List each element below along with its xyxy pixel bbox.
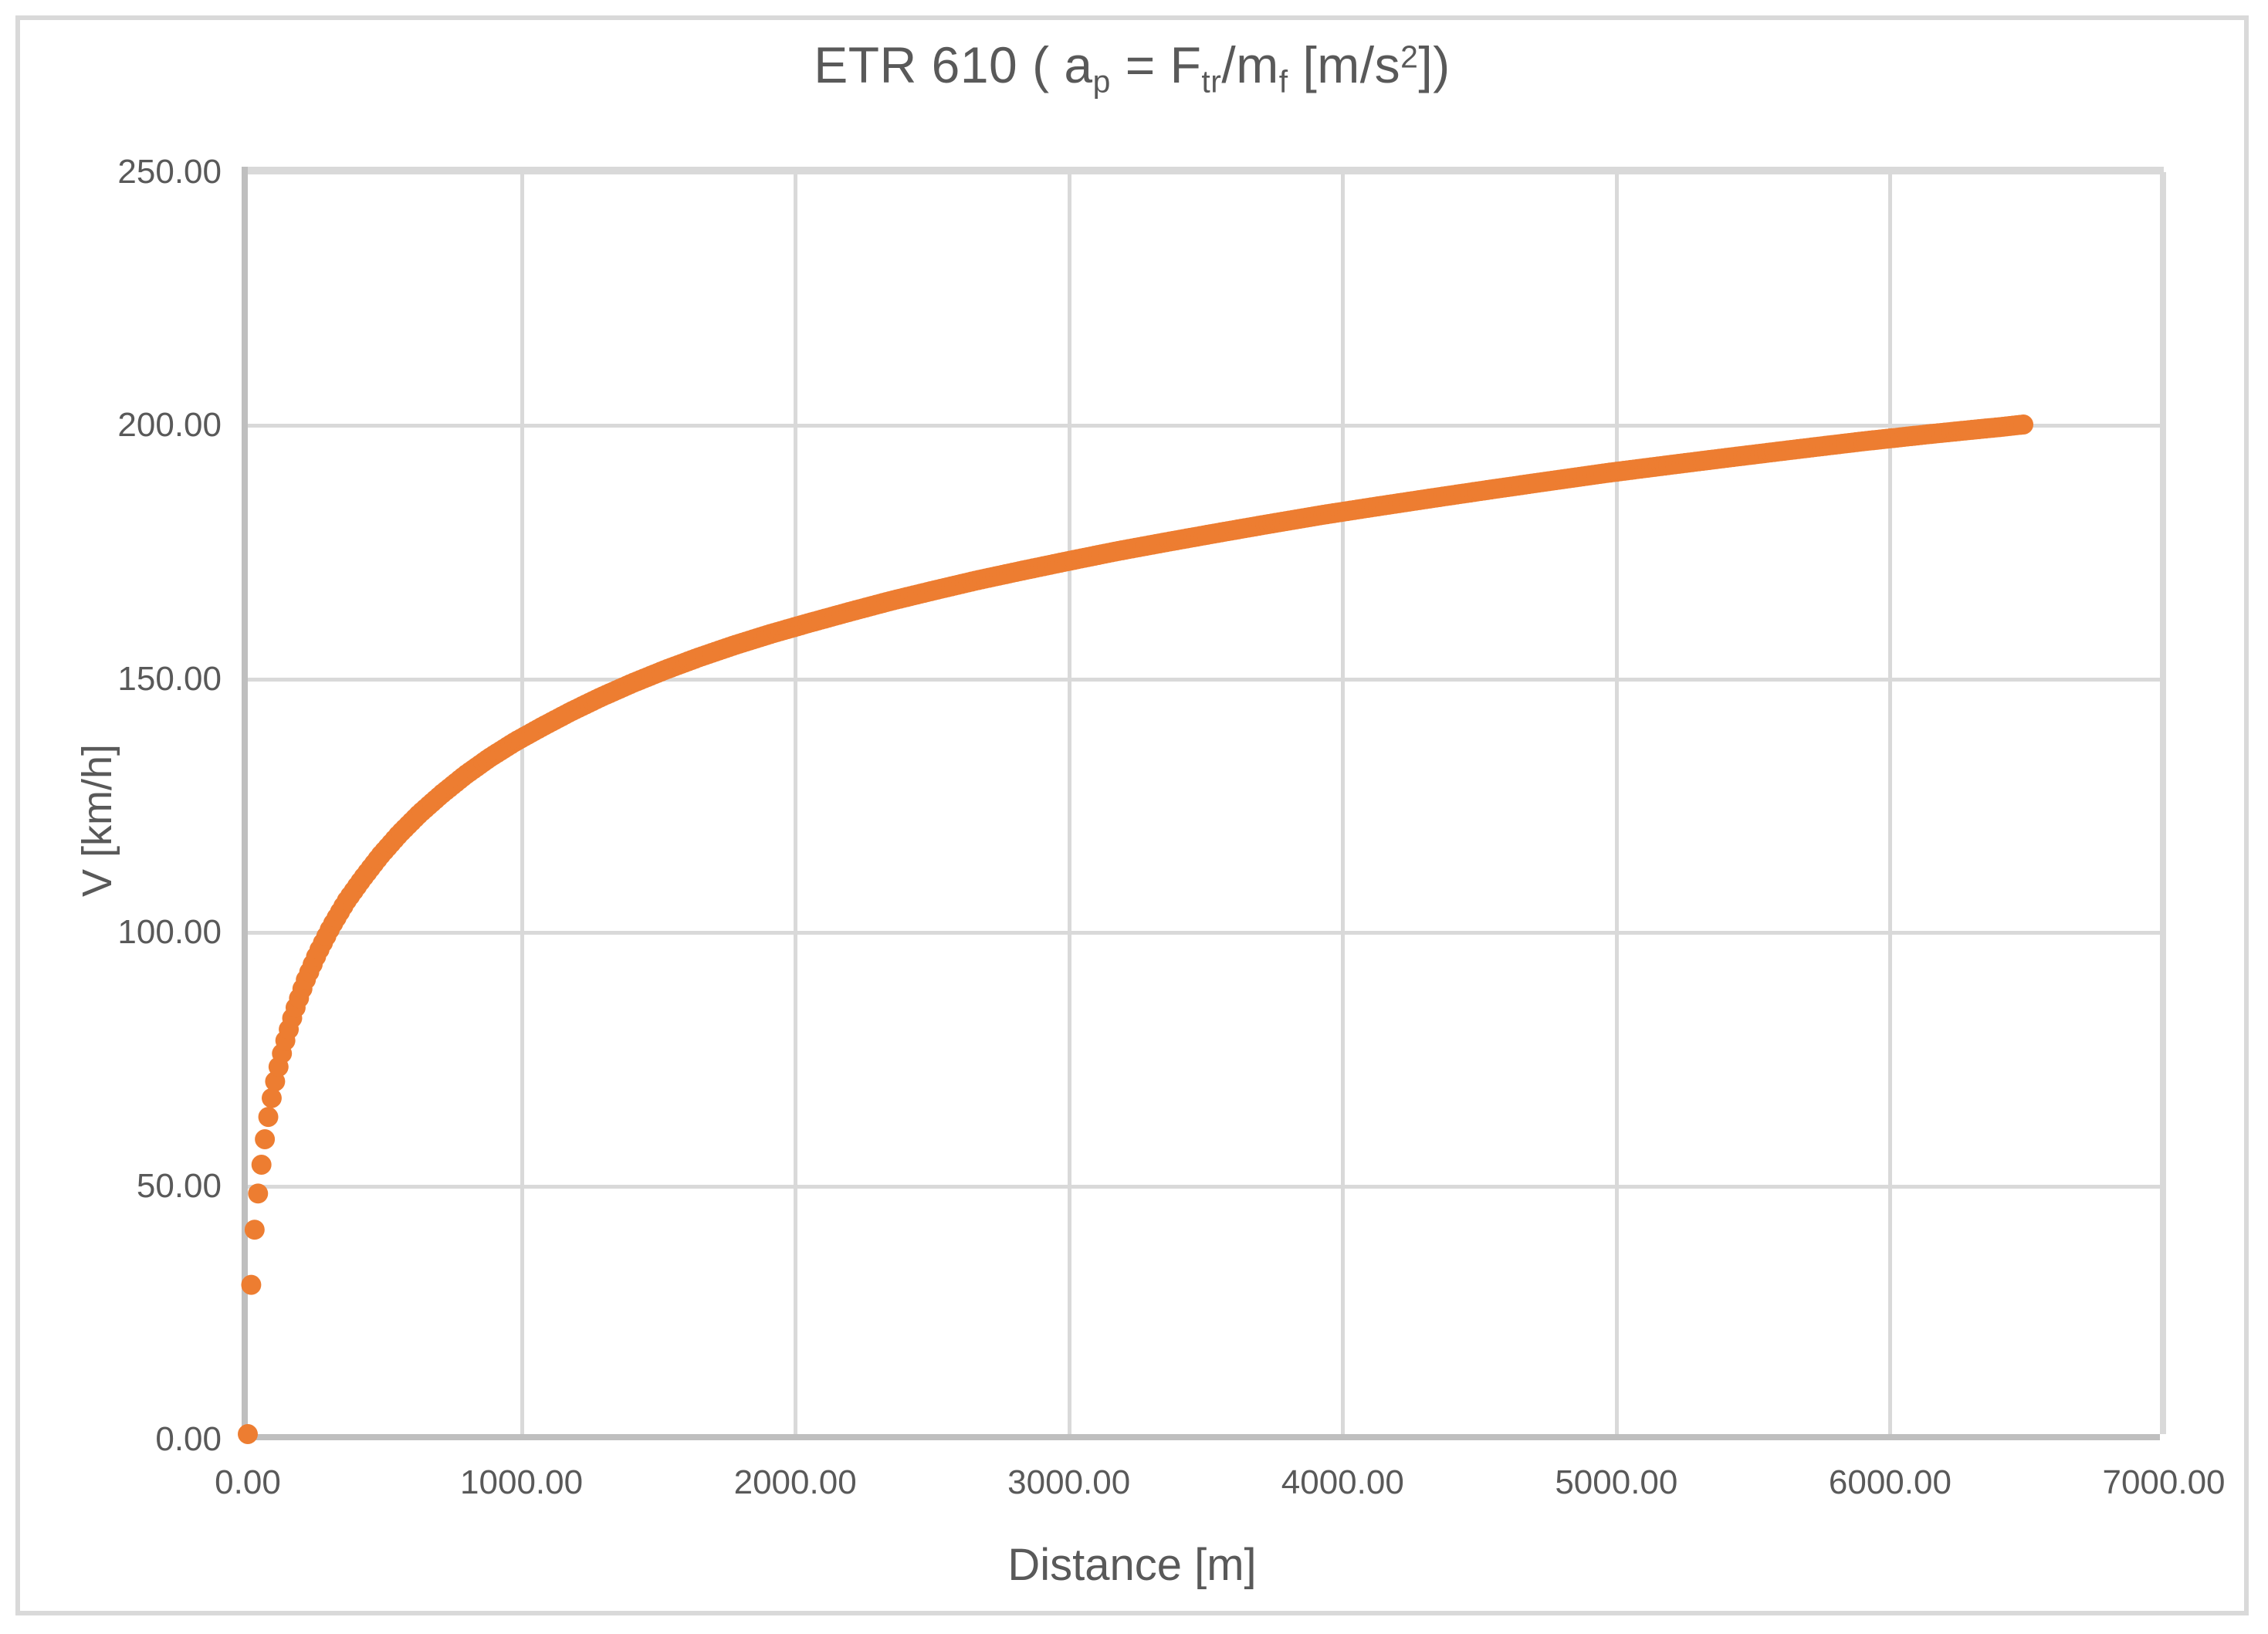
gridline-vertical	[2162, 172, 2166, 1434]
x-axis-tick-label: 1000.00	[460, 1463, 584, 1501]
chart-title-sub-tr: tr	[1201, 63, 1222, 100]
gridline-vertical	[1067, 172, 1071, 1434]
data-point-marker	[244, 1220, 265, 1240]
data-series-plot	[238, 414, 2034, 1444]
y-axis-title: V [km/h]	[74, 20, 120, 1620]
data-point-marker	[258, 1107, 279, 1128]
gridline-horizontal	[248, 1184, 2160, 1189]
plot-area: 0.00 50.00 100.00 150.00 200.00 250.00 0.00 10…	[117, 153, 2225, 1501]
x-axis-tick-label: 7000.00	[2102, 1463, 2226, 1501]
x-axis-tick-label: 3000.00	[1007, 1463, 1131, 1501]
data-point-marker	[261, 1088, 282, 1108]
data-point-marker	[251, 1155, 272, 1175]
x-axis-title-text: Distance [m]	[1007, 1540, 1257, 1590]
series-markers	[238, 414, 2034, 1444]
y-axis-tick-label: 50.00	[136, 1166, 222, 1205]
gridline-horizontal	[248, 677, 2160, 682]
data-point-marker	[241, 1274, 262, 1295]
gridline-vertical	[1614, 172, 1619, 1434]
chart-title-mid: = F	[1110, 36, 1202, 93]
y-axis-tick-label: 0.00	[155, 1420, 222, 1458]
chart-title: ETR 610 ( ap = Ftr/mf [m/s2])	[20, 36, 2244, 100]
y-axis-tick-label: 200.00	[117, 406, 222, 445]
y-axis-title-text: V [km/h]	[74, 743, 121, 897]
chart-title-unit-close: ])	[1418, 36, 1451, 93]
gridline-vertical	[1341, 172, 1346, 1434]
data-point-marker	[248, 1183, 269, 1204]
data-point-marker	[255, 1129, 276, 1149]
gridline-vertical	[1888, 172, 1893, 1434]
x-axis-tick-label: 6000.00	[1828, 1463, 1951, 1501]
data-point-marker	[2013, 414, 2034, 435]
chart-title-sub-f: f	[1278, 63, 1288, 100]
x-axis-tick-label: 0.00	[215, 1463, 281, 1501]
chart-frame: ETR 610 ( ap = Ftr/mf [m/s2]) V [km/h] 0…	[15, 15, 2249, 1615]
gridline-horizontal	[248, 424, 2160, 428]
x-axis-title: Distance [m]	[20, 1539, 2244, 1591]
chart-title-unit-open: [m/s	[1288, 36, 1401, 93]
chart-title-lead: ETR 610 ( a	[814, 36, 1093, 93]
data-point-marker	[238, 1424, 258, 1444]
gridline-horizontal	[248, 931, 2160, 935]
chart-title-sup-2: 2	[1400, 39, 1419, 75]
y-axis-tick-label: 150.00	[117, 659, 222, 698]
y-axis-tick-label: 100.00	[117, 913, 222, 952]
x-axis-line	[242, 1434, 2160, 1440]
x-axis-tick-label: 5000.00	[1555, 1463, 1678, 1501]
chart-title-slash: /m	[1221, 36, 1279, 93]
x-axis-tick-label: 2000.00	[733, 1463, 857, 1501]
y-axis-tick-label: 250.00	[117, 153, 222, 191]
gridline-vertical	[520, 172, 524, 1434]
x-axis-tick-label: 4000.00	[1281, 1463, 1404, 1501]
y-axis-line	[242, 167, 248, 1434]
gridline-horizontal	[248, 171, 2160, 174]
chart-title-sub-p: p	[1092, 63, 1111, 100]
plot-inner: 0.00 50.00 100.00 150.00 200.00 250.00 0.00 10…	[117, 153, 2225, 1501]
gridline-vertical	[794, 172, 798, 1434]
